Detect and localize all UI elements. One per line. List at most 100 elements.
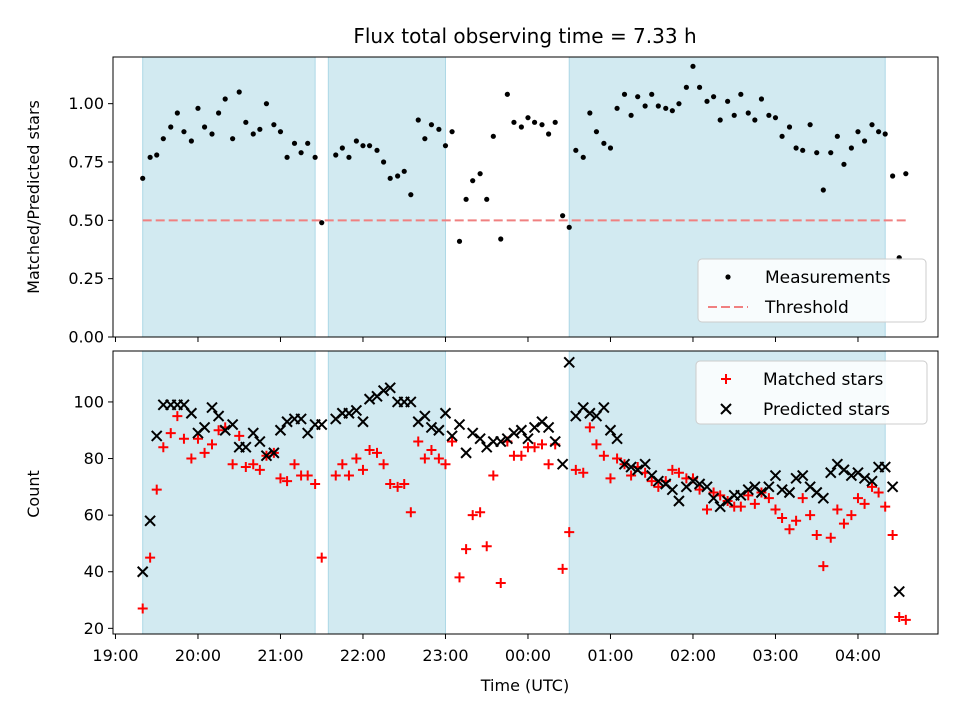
top-legend: Measurements Threshold <box>697 258 927 323</box>
predicted-stars-point <box>556 458 569 470</box>
measurement-point <box>188 138 194 144</box>
legend-predicted-marker <box>720 403 732 415</box>
predicted-stars-point <box>866 475 878 487</box>
measurement-point <box>298 150 304 156</box>
x-tick-label: 01:00 <box>587 646 633 665</box>
legend-label: Threshold <box>764 298 849 318</box>
matched-stars-point <box>880 501 891 512</box>
legend-box <box>697 258 927 323</box>
predicted-stars-point <box>687 475 699 487</box>
predicted-stars-point <box>742 483 754 496</box>
matched-stars-point <box>165 428 176 439</box>
predicted-stars-point <box>316 418 328 431</box>
matched-stars-point <box>213 425 224 436</box>
measurement-point <box>807 122 813 128</box>
matched-stars-point <box>797 493 808 504</box>
matched-stars-point <box>832 504 843 515</box>
measurement-point <box>395 173 401 179</box>
matched-stars-point <box>646 476 657 487</box>
measurement-point <box>291 140 298 146</box>
x-tick-label: 21:00 <box>257 646 303 665</box>
matched-stars-point <box>867 481 877 492</box>
measurement-point <box>484 196 490 202</box>
measurement-point <box>168 124 174 130</box>
matched-stars-point <box>454 572 465 583</box>
predicted-stars-point <box>776 483 788 496</box>
matched-stars-point <box>419 453 430 464</box>
matched-stars-point <box>282 476 293 487</box>
top-y-axis-label: Matched/Predicted stars <box>24 100 43 294</box>
bottom-y-axis-label: Count <box>24 470 43 518</box>
predicted-stars-point <box>377 384 390 397</box>
predicted-stars-point <box>515 424 528 436</box>
predicted-stars-point <box>666 483 679 496</box>
measurement-point <box>766 112 772 118</box>
predicted-stars-point <box>735 489 747 502</box>
predicted-stars-point <box>185 407 198 419</box>
matched-stars-point <box>626 470 637 481</box>
matched-stars-point <box>763 493 774 504</box>
x-tick-label: 20:00 <box>175 646 221 665</box>
predicted-stars-point <box>631 464 644 476</box>
predicted-stars-point <box>542 421 555 434</box>
matched-stars-point <box>805 510 816 521</box>
measurement-point <box>456 238 463 244</box>
measurement-point <box>676 101 682 107</box>
measurement-point <box>333 152 339 158</box>
matched-stars-point <box>598 450 609 461</box>
measurement-point <box>525 115 531 121</box>
measurement-point <box>277 129 284 135</box>
matched-stars-point <box>372 447 382 458</box>
matched-stars-point <box>192 433 203 444</box>
matched-stars-point <box>743 490 754 501</box>
measurement-point <box>442 143 449 149</box>
measurement-point <box>601 140 607 146</box>
predicted-stars-point <box>295 413 307 425</box>
x-tick-label: 23:00 <box>422 646 468 665</box>
measurement-point <box>160 136 166 142</box>
chart-title: Flux total observing time = 7.33 h <box>353 24 696 48</box>
predicted-stars-point <box>652 475 665 487</box>
matched-stars-point <box>330 470 341 481</box>
legend-label: Matched stars <box>763 370 883 390</box>
matched-stars-point <box>248 459 259 470</box>
measurement-point <box>621 91 628 97</box>
measurement-point <box>209 131 215 137</box>
y-tick-label: 0.25 <box>68 269 104 288</box>
measurement-point <box>546 131 552 137</box>
measurement-point <box>828 150 834 156</box>
measurement-point <box>711 94 717 100</box>
legend-box <box>695 360 928 425</box>
matched-stars-point <box>605 473 616 484</box>
matched-stars-point <box>537 439 547 450</box>
measurement-point <box>353 138 359 144</box>
predicted-stars-point <box>151 430 163 442</box>
bottom-axes-frame <box>112 350 939 635</box>
legend-label: Measurements <box>765 268 891 288</box>
matched-stars-point <box>770 504 781 515</box>
measurement-point <box>174 110 180 116</box>
predicted-stars-point <box>618 458 631 470</box>
measurement-point <box>428 122 435 128</box>
matched-stars-point <box>777 512 788 523</box>
measurement-point <box>257 126 263 132</box>
predicted-stars-point <box>206 401 218 414</box>
predicted-stars-point <box>453 418 466 431</box>
measurement-point <box>841 161 847 167</box>
measurement-point <box>663 105 669 111</box>
matched-stars-point <box>178 433 189 444</box>
predicted-stars-point <box>701 481 713 493</box>
measurement-point <box>154 152 160 158</box>
matched-stars-point <box>467 510 478 521</box>
y-tick-label: 20 <box>84 619 104 638</box>
matched-stars-point <box>137 603 148 614</box>
predicted-stars-point <box>858 472 871 485</box>
matched-stars-point <box>564 527 575 538</box>
matched-stars-point <box>495 578 506 589</box>
x-axis: 19:00 20:00 21:00 22:00 23:00 00:00 01:00 02:00… <box>92 646 881 665</box>
matched-stars-point <box>289 459 300 470</box>
measurement-point <box>195 105 201 111</box>
x-tick-label: 04:00 <box>835 646 881 665</box>
matched-stars-point <box>151 484 162 495</box>
measurement-point <box>580 154 586 160</box>
